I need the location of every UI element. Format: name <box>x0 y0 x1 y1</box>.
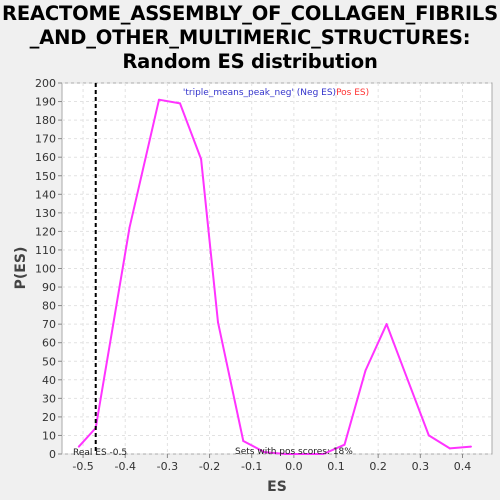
data-point <box>469 445 472 448</box>
data-point <box>448 447 451 450</box>
pos-scores-annotation: Sets with pos scores: 18% <box>235 447 353 457</box>
y-tick-label: 30 <box>42 392 56 405</box>
legend-pos-label: Pos ES) <box>336 88 369 98</box>
x-axis-label: ES <box>267 479 287 495</box>
x-tick-label: 0.2 <box>369 460 387 473</box>
y-tick-label: 50 <box>42 355 56 368</box>
data-point <box>263 451 266 454</box>
x-tick-label: -0.5 <box>72 460 93 473</box>
legend-neg-label: 'triple_means_peak_neg' (Neg ES) <box>183 88 336 98</box>
x-tick-label: -0.4 <box>115 460 136 473</box>
data-point <box>216 321 219 324</box>
x-tick-label: 0.4 <box>454 460 472 473</box>
y-tick-label: 80 <box>42 300 56 313</box>
plot-area <box>61 82 493 455</box>
data-point <box>77 445 80 448</box>
data-point <box>406 378 409 381</box>
y-tick-label: 160 <box>35 151 56 164</box>
x-tick-label: -0.2 <box>199 460 220 473</box>
data-point <box>157 98 160 101</box>
data-point <box>364 369 367 372</box>
y-tick-label: 130 <box>35 207 56 220</box>
legend: 'triple_means_peak_neg' (Neg ES)Pos ES) <box>183 88 369 98</box>
y-tick-label: 10 <box>42 429 56 442</box>
y-tick-label: 100 <box>35 263 56 276</box>
data-point <box>301 453 304 455</box>
y-tick-label: 180 <box>35 114 56 127</box>
data-point <box>128 226 131 229</box>
data-point <box>322 453 325 455</box>
y-tick-label: 170 <box>35 133 56 146</box>
y-tick-label: 110 <box>35 244 56 257</box>
data-point <box>111 326 114 329</box>
y-tick-label: 60 <box>42 337 56 350</box>
title-line-2: _AND_OTHER_MULTIMERIC_STRUCTURES: <box>29 26 471 49</box>
series-line <box>78 98 471 455</box>
y-axis-label: P(ES) <box>13 247 29 290</box>
title-line-3: Random ES distribution <box>122 50 378 73</box>
real-es-label: Real ES -0.5 <box>73 448 127 458</box>
data-point <box>343 443 346 446</box>
x-tick-label: -0.1 <box>241 460 262 473</box>
y-tick-label: 0 <box>49 448 56 461</box>
x-tick-label: 0.0 <box>285 460 303 473</box>
y-tick-label: 200 <box>35 77 56 90</box>
x-tick-label: 0.1 <box>327 460 345 473</box>
data-point <box>179 102 182 105</box>
data-point <box>427 434 430 437</box>
y-tick-label: 140 <box>35 188 56 201</box>
data-point <box>242 440 245 443</box>
x-tick-label: -0.3 <box>157 460 178 473</box>
y-tick-label: 120 <box>35 225 56 238</box>
title-line-1: REACTOME_ASSEMBLY_OF_COLLAGEN_FIBRILS <box>2 2 498 25</box>
data-point <box>385 323 388 326</box>
x-tick-label: 0.3 <box>412 460 430 473</box>
y-tick-label: 20 <box>42 411 56 424</box>
data-point <box>200 158 203 161</box>
chart-title: REACTOME_ASSEMBLY_OF_COLLAGEN_FIBRILS _A… <box>0 2 500 74</box>
y-tick-label: 40 <box>42 374 56 387</box>
y-tick-label: 70 <box>42 318 56 331</box>
y-tick-label: 90 <box>42 281 56 294</box>
series-group <box>77 83 472 455</box>
grid <box>62 82 492 455</box>
y-tick-label: 150 <box>35 170 56 183</box>
y-tick-label: 190 <box>35 96 56 109</box>
data-point <box>284 453 287 455</box>
axes: 0 10 20 30 40 50 60 70 80 90 100 110 120 130 140 150 160… <box>35 77 471 473</box>
